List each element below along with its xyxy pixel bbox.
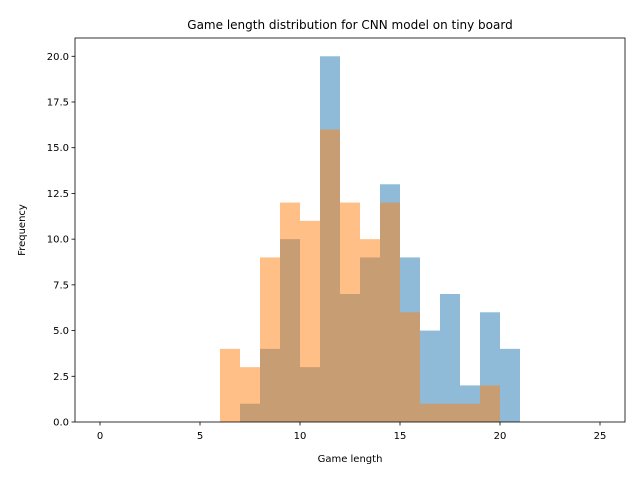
x-tick-label: 15: [394, 431, 407, 442]
bar-series2-bin-8: [260, 257, 280, 422]
bar-series2-bin-9: [280, 202, 300, 422]
y-tick-label: 12.5: [47, 189, 69, 200]
bar-series2-bin-16: [420, 403, 440, 422]
bar-series2-bin-15: [400, 312, 420, 422]
y-tick-label: 2.5: [53, 372, 69, 383]
bar-series1-bin-20: [500, 348, 520, 422]
y-tick-label: 5.0: [53, 326, 69, 337]
bar-series2-bin-6: [220, 348, 240, 422]
bars-layer: [220, 56, 520, 423]
bar-series2-bin-17: [440, 403, 460, 422]
bar-series2-bin-18: [460, 403, 480, 422]
bar-series1-bin-16: [420, 330, 440, 422]
bar-series2-bin-14: [380, 202, 400, 422]
bar-series1-bin-17: [440, 294, 460, 422]
bar-series2-bin-11: [320, 129, 340, 422]
x-tick-label: 5: [197, 431, 203, 442]
y-tick-label: 15.0: [47, 143, 69, 154]
y-axis-label: Frequency: [17, 204, 28, 256]
y-tick-label: 10.0: [47, 235, 69, 246]
x-tick-label: 10: [294, 431, 307, 442]
bar-series2-bin-7: [240, 367, 260, 422]
y-tick-label: 0.0: [53, 418, 69, 429]
bar-series2-bin-10: [300, 220, 320, 422]
chart-title: Game length distribution for CNN model o…: [187, 18, 512, 32]
x-tick-label: 25: [594, 431, 607, 442]
x-tick-label: 20: [494, 431, 507, 442]
bar-series2-bin-13: [360, 239, 380, 422]
bar-series2-bin-19: [480, 385, 500, 422]
plot-frame: [74, 37, 626, 423]
ticks-layer: 0 5 10 15 20 25 0.0 2.5 5.0 7.5 10.0 12.5 15.0 17.5 20…: [47, 52, 607, 442]
x-tick-label: 0: [97, 431, 103, 442]
y-tick-label: 17.5: [47, 98, 69, 109]
x-axis-label: Game length: [318, 454, 383, 465]
y-tick-label: 7.5: [53, 280, 69, 291]
bar-series2-bin-12: [340, 202, 360, 422]
y-tick-label: 20.0: [47, 52, 69, 63]
